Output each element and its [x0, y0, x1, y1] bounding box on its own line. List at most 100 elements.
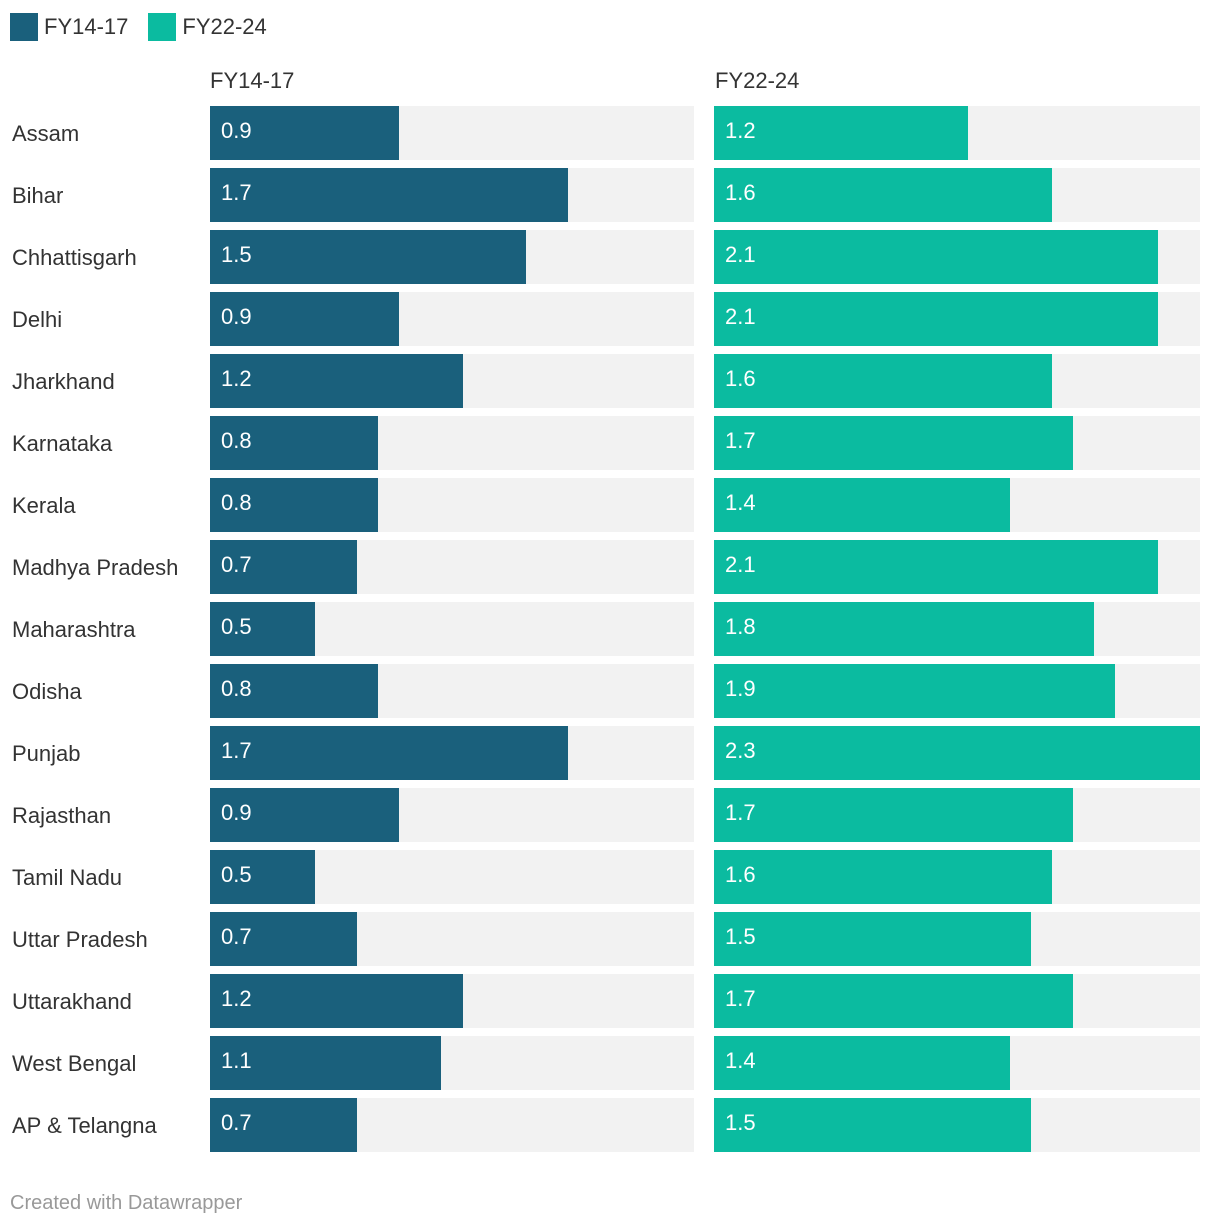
bar-value-label: 0.8	[221, 676, 252, 701]
legend-label-fy14-17: FY14-17	[44, 14, 129, 39]
bar-track: 0.5	[210, 602, 694, 656]
bar-value-label: 2.1	[725, 552, 756, 577]
bar-track: 1.7	[714, 974, 1200, 1028]
bar-value-label: 1.7	[221, 180, 252, 205]
bar-value-label: 1.6	[725, 862, 756, 887]
bar-track: 1.9	[714, 664, 1200, 718]
bar: 1.7	[714, 788, 1073, 842]
bar: 1.4	[714, 1036, 1010, 1090]
row-label: Karnataka	[12, 431, 113, 456]
bar: 0.8	[210, 416, 378, 470]
bar-track: 0.9	[210, 292, 694, 346]
bar-track: 2.1	[714, 230, 1200, 284]
bar-track: 1.6	[714, 850, 1200, 904]
bar: 2.3	[714, 726, 1200, 780]
bar: 1.1	[210, 1036, 441, 1090]
bar-track: 1.5	[714, 912, 1200, 966]
bar-track: 1.6	[714, 168, 1200, 222]
row-label: Tamil Nadu	[12, 865, 123, 890]
bar: 1.7	[210, 168, 568, 222]
bar: 1.8	[714, 602, 1094, 656]
bar-track: 1.2	[210, 974, 694, 1028]
bar-track: 0.8	[210, 478, 694, 532]
bar-value-label: 1.7	[221, 738, 252, 763]
bar-value-label: 1.5	[725, 1110, 756, 1135]
bar-track: 0.7	[210, 1098, 694, 1152]
row-label: Delhi	[12, 307, 63, 332]
bar: 0.7	[210, 1098, 357, 1152]
bar-track: 1.7	[210, 168, 694, 222]
column-title-fy22-24: FY22-24	[715, 68, 800, 93]
row-label: Chhattisgarh	[12, 245, 137, 270]
bar-value-label: 0.7	[221, 924, 252, 949]
bar-track: 1.4	[714, 478, 1200, 532]
legend-item-fy22-24: FY22-24	[148, 13, 267, 41]
bar: 1.7	[714, 416, 1073, 470]
bar: 0.7	[210, 912, 357, 966]
bar-track: 1.1	[210, 1036, 694, 1090]
bar-value-label: 1.7	[725, 986, 756, 1011]
bar-value-label: 1.5	[221, 242, 252, 267]
legend-swatch-fy22-24	[148, 13, 177, 41]
row-label: Rajasthan	[12, 803, 112, 828]
legend-swatch-fy14-17	[10, 13, 38, 41]
row-label: Maharashtra	[12, 617, 136, 642]
bar: 0.9	[210, 788, 399, 842]
bar-value-label: 0.9	[221, 118, 252, 143]
bar: 0.8	[210, 664, 378, 718]
bar-value-label: 0.9	[221, 304, 252, 329]
row-label: Odisha	[12, 679, 82, 704]
bar-track: 0.5	[210, 850, 694, 904]
bar-value-label: 1.2	[221, 986, 252, 1011]
bar-value-label: 1.1	[221, 1048, 252, 1073]
row-label: Assam	[12, 121, 80, 146]
bar-value-label: 0.5	[221, 614, 252, 639]
bar-value-label: 1.7	[725, 800, 756, 825]
bar: 1.6	[714, 168, 1052, 222]
bar-value-label: 0.8	[221, 490, 252, 515]
bar: 1.5	[714, 1098, 1031, 1152]
bar: 0.5	[210, 602, 315, 656]
bar: 1.9	[714, 664, 1115, 718]
bar: 2.1	[714, 292, 1158, 346]
bar-value-label: 1.9	[725, 676, 756, 701]
bar: 1.7	[714, 974, 1073, 1028]
bar-value-label: 2.1	[725, 304, 756, 329]
bar-track: 0.9	[210, 106, 694, 160]
row-label: Bihar	[12, 183, 64, 208]
bar: 2.1	[714, 230, 1158, 284]
bar-value-label: 0.9	[221, 800, 252, 825]
bar-track: 1.8	[714, 602, 1200, 656]
row-label: Punjab	[12, 741, 81, 766]
bar: 2.1	[714, 540, 1158, 594]
bar-value-label: 1.6	[725, 366, 756, 391]
bar: 1.7	[210, 726, 568, 780]
bar-value-label: 0.7	[221, 1110, 252, 1135]
bar-track: 1.2	[714, 106, 1200, 160]
bar-track: 2.1	[714, 540, 1200, 594]
bar: 1.5	[210, 230, 526, 284]
bar: 0.9	[210, 106, 399, 160]
bar-value-label: 1.2	[725, 118, 756, 143]
row-label: Kerala	[12, 493, 76, 518]
bar-value-label: 1.6	[725, 180, 756, 205]
bar-track: 1.7	[714, 416, 1200, 470]
row-label: Jharkhand	[12, 369, 115, 394]
bar-track: 2.1	[714, 292, 1200, 346]
bar-track: 0.8	[210, 416, 694, 470]
row-label: Uttarakhand	[12, 989, 132, 1014]
bar-track: 1.7	[714, 788, 1200, 842]
bar: 1.2	[714, 106, 968, 160]
bar: 1.4	[714, 478, 1010, 532]
bar: 0.8	[210, 478, 378, 532]
row-label: Uttar Pradesh	[12, 927, 148, 952]
bar-value-label: 0.8	[221, 428, 252, 453]
footer-credit: Created with Datawrapper	[10, 1192, 243, 1214]
bar-track: 1.2	[210, 354, 694, 408]
bar-value-label: 2.3	[725, 738, 756, 763]
column-title-fy14-17: FY14-17	[210, 68, 295, 93]
bar-track: 0.9	[210, 788, 694, 842]
bar-value-label: 1.8	[725, 614, 756, 639]
bar: 0.7	[210, 540, 357, 594]
legend-label-fy22-24: FY22-24	[182, 14, 267, 39]
